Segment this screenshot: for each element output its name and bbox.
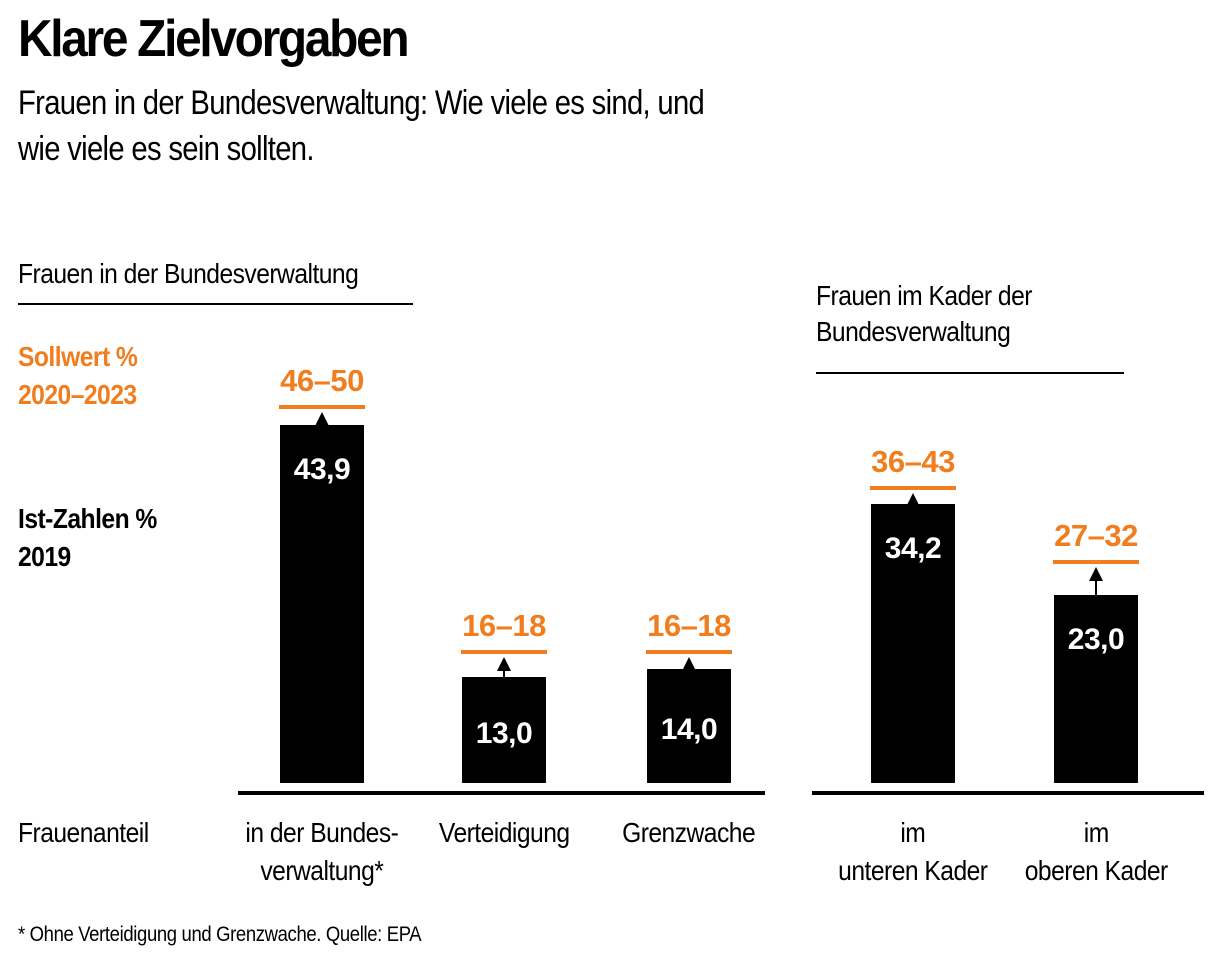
bar-value-label-0-1: 13,0 (475, 716, 533, 750)
bar-1-1 (1054, 595, 1138, 783)
right-panel-title: Frauen im Kader der Bundesverwaltung (816, 280, 1032, 347)
category-label-text-0-1: Verteidigung (438, 817, 570, 848)
arrow-head-0-0 (315, 411, 329, 426)
legend-target: Sollwert % 2020–2023 (18, 338, 154, 414)
left-panel-rule (18, 303, 413, 305)
bar-value-label-0-2: 14,0 (660, 712, 718, 746)
category-label-0-0: in der Bundes- verwaltung* (202, 814, 442, 890)
target-label-0-1: 16–18 (462, 607, 546, 643)
target-label-0-0: 46–50 (280, 362, 364, 398)
legend-actual: Ist-Zahlen % 2019 (18, 500, 176, 576)
category-label-1-1: im oberen Kader (976, 814, 1216, 890)
right-panel-rule (816, 372, 1124, 374)
legend-target-line1: Sollwert % (18, 341, 138, 372)
bar-0-0 (280, 425, 364, 783)
left-panel-title: Frauen in der Bundesverwaltung (18, 258, 359, 289)
target-line-0-1 (461, 649, 547, 654)
category-label-1-0: im unteren Kader (793, 814, 1033, 890)
footnote: * Ohne Verteidigung und Grenzwache. Quel… (18, 923, 422, 946)
arrow-head-1-0 (906, 493, 920, 508)
legend-target-line2: 2020–2023 (18, 379, 137, 410)
arrow-shaft-1-1 (1095, 578, 1097, 596)
bar-value-label-1-1: 23,0 (1067, 623, 1125, 657)
target-line-1-0 (870, 486, 956, 491)
x-axis-label: Frauenanteil (18, 817, 149, 848)
arrow-shaft-0-1 (503, 668, 505, 677)
arrow-shaft-0-2 (688, 668, 690, 671)
arrow-shaft-1-0 (912, 505, 914, 508)
category-label-text-1-1: im oberen Kader (1024, 817, 1168, 886)
bar-value-label-0-0: 43,9 (293, 453, 351, 486)
arrow-shaft-0-0 (321, 423, 323, 426)
category-label-0-1: Verteidigung (384, 814, 624, 852)
arrow-head-1-1 (1089, 566, 1103, 581)
bar-value-label-1-0: 34,2 (884, 532, 942, 566)
target-line-1-1 (1053, 559, 1139, 564)
right-x-axis (812, 791, 1204, 795)
arrow-head-0-2 (682, 656, 696, 671)
target-label-1-1: 27–32 (1054, 517, 1138, 553)
target-line-0-2 (646, 649, 732, 654)
target-line-0-0 (279, 404, 365, 409)
chart-title: Klare Zielvorgaben (18, 10, 410, 68)
legend-actual-line2: 2019 (18, 541, 71, 572)
bar-0-2 (647, 668, 731, 783)
arrow-head-0-1 (497, 656, 511, 671)
category-label-text-0-0: in der Bundes- verwaltung* (245, 817, 399, 886)
bar-0-1 (462, 676, 546, 783)
category-label-text-1-0: im unteren Kader (838, 817, 988, 886)
bar-1-0 (871, 504, 955, 783)
legend-actual-line1: Ist-Zahlen % (18, 503, 157, 534)
target-label-1-0: 36–43 (871, 444, 955, 480)
chart-subtitle: Frauen in der Bundesverwaltung: Wie viel… (18, 84, 705, 168)
category-label-0-2: Grenzwache (569, 814, 809, 852)
target-label-0-2: 16–18 (647, 607, 731, 643)
left-x-axis (238, 791, 765, 795)
category-label-text-0-2: Grenzwache (622, 817, 756, 848)
